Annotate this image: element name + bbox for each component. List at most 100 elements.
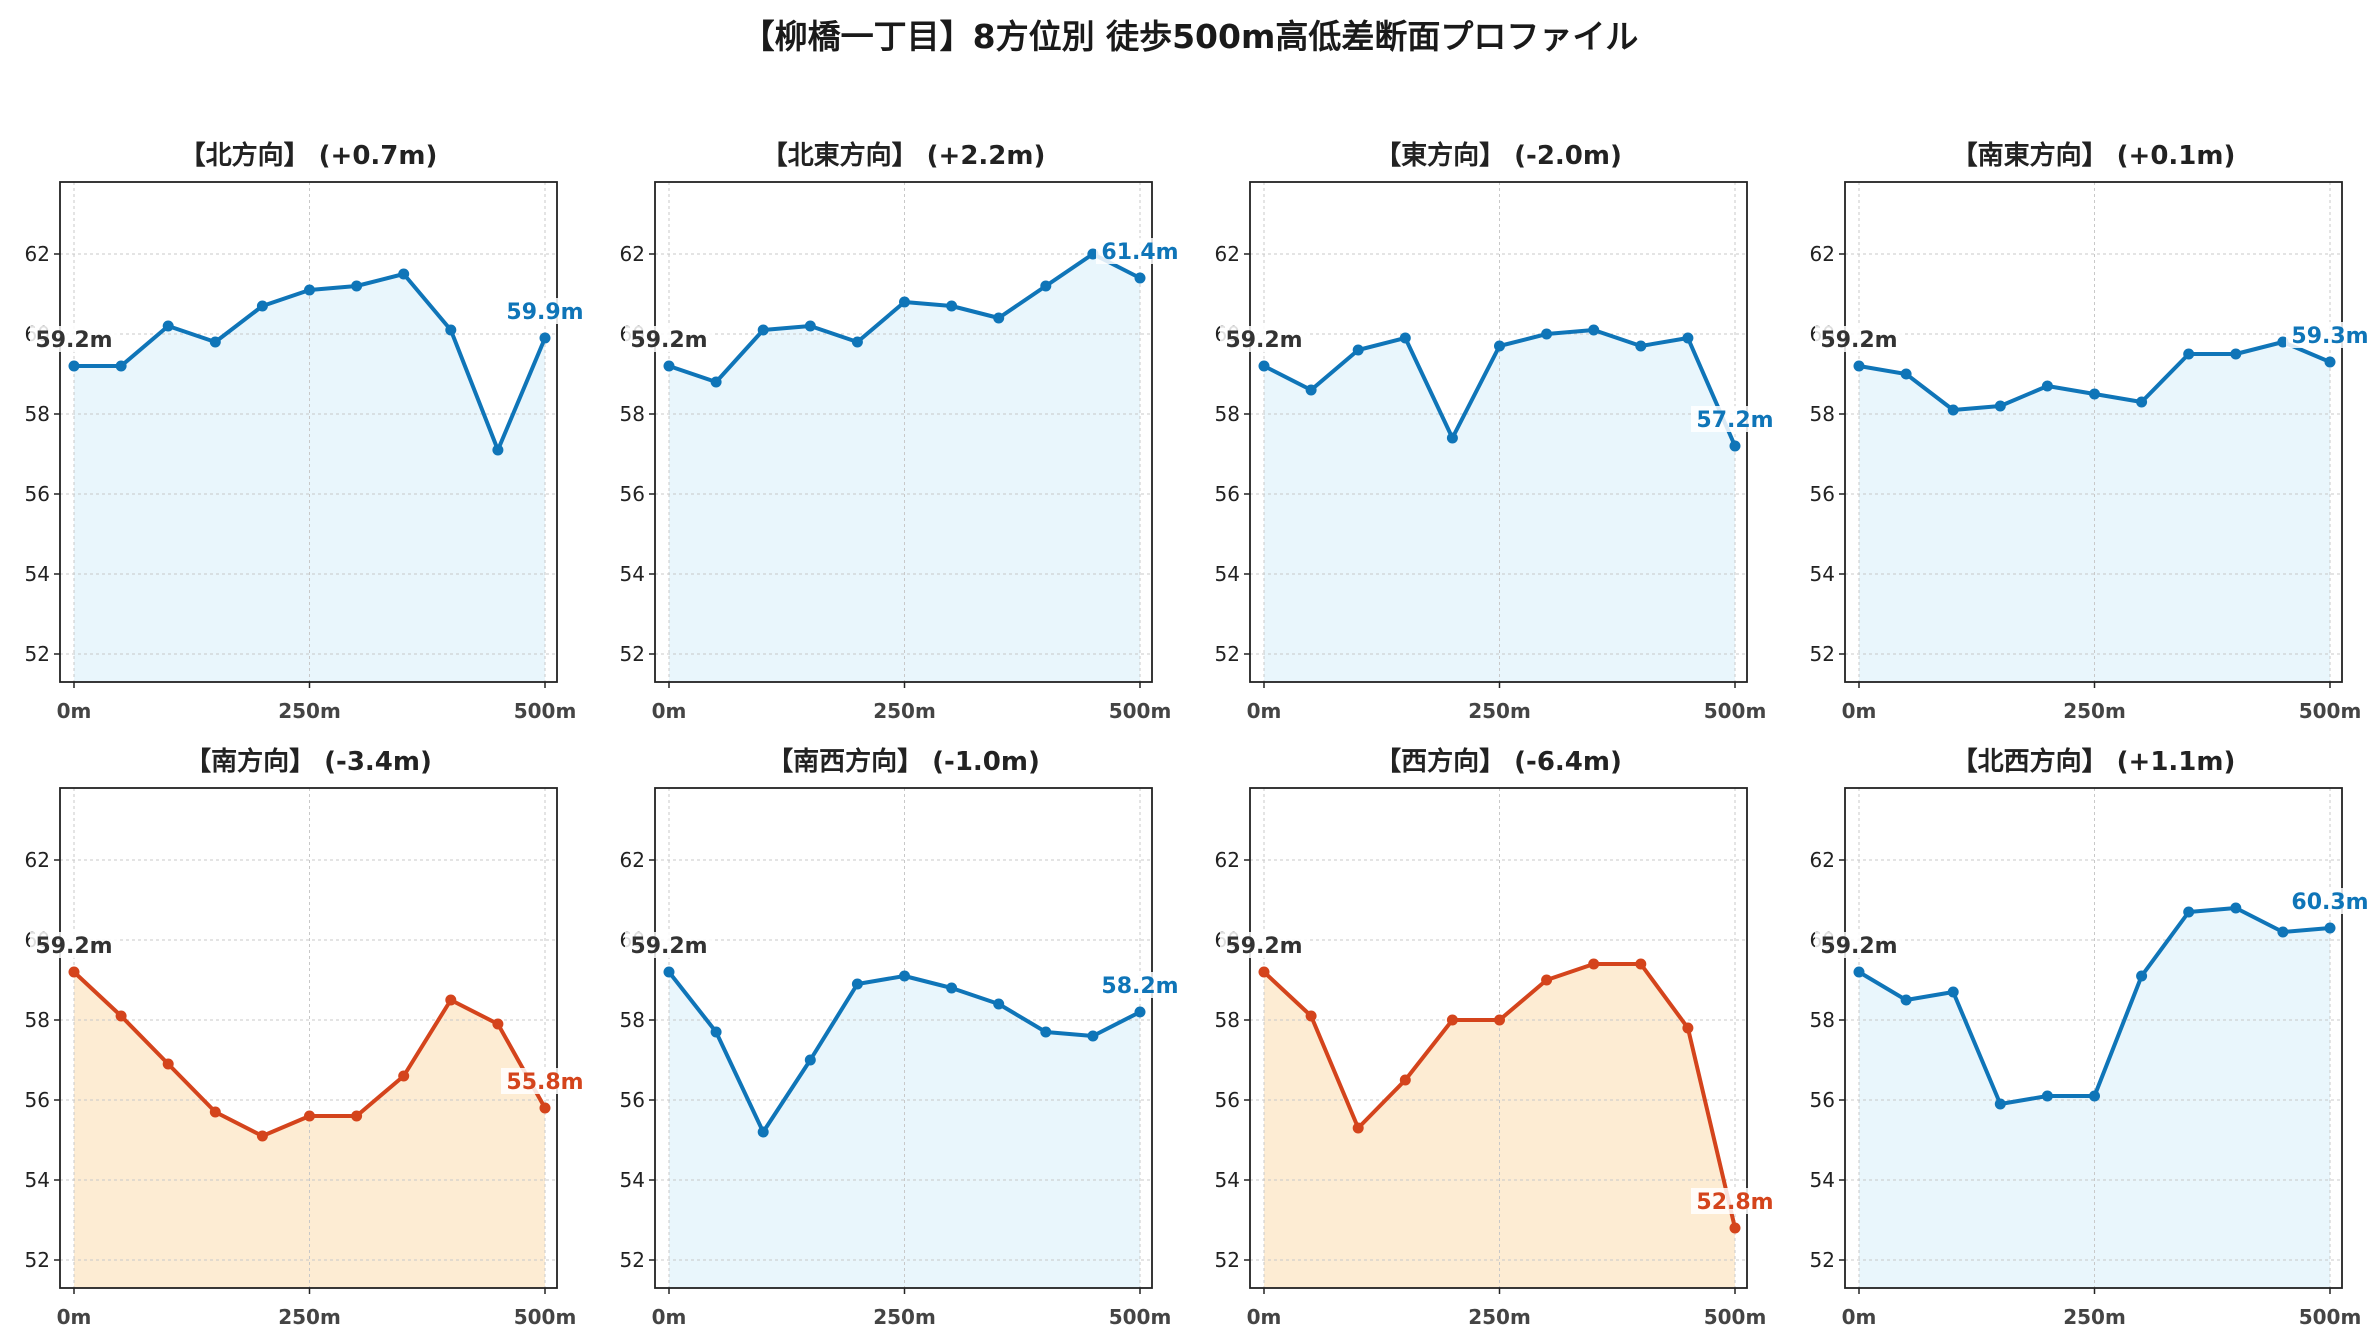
panel-1: 【北東方向】 (+2.2m)5254565860620m250m500m59.2… xyxy=(620,140,1184,723)
data-point xyxy=(1305,384,1317,396)
y-tick-label: 54 xyxy=(620,1168,645,1192)
data-point xyxy=(710,1026,722,1038)
x-tick-label: 0m xyxy=(1842,1305,1877,1329)
data-point xyxy=(804,1054,816,1066)
data-point xyxy=(209,1106,221,1118)
axes-frame xyxy=(1249,787,1748,1289)
data-point xyxy=(1729,1222,1741,1234)
data-point xyxy=(1258,360,1270,372)
x-tick-label: 250m xyxy=(278,699,341,723)
data-point xyxy=(1947,986,1959,998)
data-point xyxy=(757,324,769,336)
end-label: 60.3m xyxy=(2291,890,2368,915)
start-label: 59.2m xyxy=(630,934,707,959)
y-tick-label: 52 xyxy=(25,1248,50,1272)
data-point xyxy=(663,966,675,978)
start-label-bg xyxy=(1815,932,1903,958)
y-tick-label: 62 xyxy=(1810,242,1835,266)
data-point xyxy=(1900,368,1912,380)
end-label: 61.4m xyxy=(1101,240,1178,265)
data-point xyxy=(1258,966,1270,978)
axes-frame xyxy=(1844,787,2343,1289)
y-tick-label: 56 xyxy=(25,482,50,506)
start-label: 59.2m xyxy=(630,328,707,353)
data-point xyxy=(1541,974,1553,986)
data-point xyxy=(1134,272,1146,284)
panel-title: 【南東方向】 (+0.1m) xyxy=(1952,140,2236,171)
y-tick-label: 56 xyxy=(620,482,645,506)
panel-3: 【南東方向】 (+0.1m)5254565860620m250m500m59.2… xyxy=(1810,140,2374,723)
data-point xyxy=(398,268,410,280)
panel-title: 【北方向】 (+0.7m) xyxy=(180,140,438,171)
data-point xyxy=(1853,966,1865,978)
start-label-bg xyxy=(30,326,118,352)
data-point xyxy=(1635,340,1647,352)
panel-2: 【東方向】 (-2.0m)5254565860620m250m500m59.2m… xyxy=(1215,140,1779,723)
axes-frame xyxy=(654,181,1153,683)
end-label-bg xyxy=(501,1068,589,1094)
y-tick-label: 56 xyxy=(25,1088,50,1112)
panel-title: 【西方向】 (-6.4m) xyxy=(1375,746,1622,777)
data-point xyxy=(2230,902,2242,914)
data-point xyxy=(162,1058,174,1070)
data-point xyxy=(1446,1014,1458,1026)
data-point xyxy=(710,376,722,388)
y-tick-label: 58 xyxy=(620,402,645,426)
data-point xyxy=(1087,1030,1099,1042)
y-tick-label: 58 xyxy=(1215,402,1240,426)
data-point xyxy=(351,280,363,292)
y-tick-label: 54 xyxy=(25,1168,50,1192)
data-point xyxy=(2183,348,2195,360)
data-point xyxy=(351,1110,363,1122)
x-tick-label: 500m xyxy=(1704,1305,1767,1329)
start-label: 59.2m xyxy=(1225,328,1302,353)
y-tick-label: 62 xyxy=(620,848,645,872)
y-tick-label: 54 xyxy=(25,562,50,586)
x-tick-label: 0m xyxy=(57,1305,92,1329)
data-point xyxy=(1446,432,1458,444)
x-tick-label: 250m xyxy=(873,699,936,723)
data-point xyxy=(115,360,127,372)
y-tick-label: 58 xyxy=(1810,1008,1835,1032)
data-point xyxy=(946,300,958,312)
x-tick-label: 500m xyxy=(1109,699,1172,723)
data-point xyxy=(2324,922,2336,934)
y-tick-label: 58 xyxy=(25,1008,50,1032)
y-tick-label: 62 xyxy=(25,242,50,266)
axes-frame xyxy=(59,787,558,1289)
y-tick-label: 52 xyxy=(1810,1248,1835,1272)
data-point xyxy=(1494,1014,1505,1026)
panel-title: 【南方向】 (-3.4m) xyxy=(185,746,432,777)
data-point xyxy=(1494,340,1505,352)
data-point xyxy=(851,978,863,990)
data-point xyxy=(2041,380,2053,392)
panel-title: 【南西方向】 (-1.0m) xyxy=(767,746,1040,777)
y-tick-label: 54 xyxy=(1215,562,1240,586)
data-point xyxy=(993,998,1005,1010)
panel-4: 【南方向】 (-3.4m)5254565860620m250m500m59.2m… xyxy=(25,746,589,1329)
data-point xyxy=(663,360,675,372)
x-tick-label: 250m xyxy=(2063,1305,2126,1329)
x-tick-label: 500m xyxy=(1704,699,1767,723)
start-label-bg xyxy=(1220,932,1308,958)
panel-title: 【東方向】 (-2.0m) xyxy=(1375,140,1622,171)
data-point xyxy=(1588,958,1600,970)
y-tick-label: 62 xyxy=(1810,848,1835,872)
start-label-bg xyxy=(625,326,713,352)
start-label-bg xyxy=(625,932,713,958)
panel-6: 【西方向】 (-6.4m)5254565860620m250m500m59.2m… xyxy=(1215,746,1779,1329)
panel-5: 【南西方向】 (-1.0m)5254565860620m250m500m59.2… xyxy=(620,746,1184,1329)
end-label: 59.9m xyxy=(506,300,583,325)
end-label: 59.3m xyxy=(2291,324,2368,349)
data-point xyxy=(1399,332,1411,344)
data-point xyxy=(804,320,816,332)
start-label: 59.2m xyxy=(35,934,112,959)
data-point xyxy=(946,982,958,994)
figure-title: 【柳橋一丁目】8方位別 徒歩500m高低差断面プロファイル xyxy=(741,17,1639,56)
data-point xyxy=(539,1102,551,1114)
data-point xyxy=(2277,336,2289,348)
data-point xyxy=(304,1110,315,1122)
y-tick-label: 52 xyxy=(25,642,50,666)
end-label-bg xyxy=(501,298,589,324)
data-point xyxy=(851,336,863,348)
